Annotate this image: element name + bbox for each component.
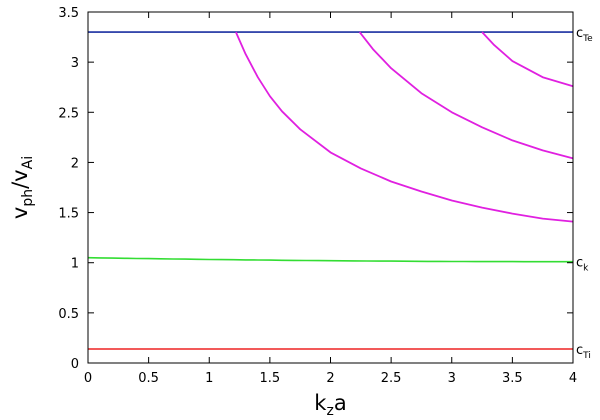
y-tick-label: 0	[71, 357, 79, 372]
reference-line-k	[87, 256, 573, 263]
y-axis-label: vph/vAi	[8, 156, 36, 219]
x-tick-label: 1	[205, 371, 213, 386]
dispersion-curve-2	[358, 31, 574, 160]
reference-label-main: c	[576, 343, 583, 358]
reference-label-ti: cTi	[576, 343, 591, 361]
reference-label-te: cTe	[576, 26, 593, 44]
axes	[87, 11, 574, 364]
dispersion-curve-1	[235, 31, 574, 223]
y-axis-label-slash: /v	[8, 169, 32, 189]
x-tick-label: 0.5	[138, 371, 159, 386]
y-tick-label: 3.5	[58, 6, 79, 21]
dispersion-curve-3	[481, 31, 574, 88]
x-tick-label: 1.5	[260, 371, 281, 386]
x-axis-label: kza	[314, 391, 346, 419]
x-axis-label-tail: a	[334, 391, 347, 415]
y-tick-label: 3	[71, 56, 79, 71]
x-axis-label-sub: z	[326, 403, 333, 419]
x-tick-label: 2.5	[381, 371, 402, 386]
reference-label-sub: k	[583, 264, 589, 274]
x-tick-label: 3	[448, 371, 456, 386]
y-tick-label: 2.5	[58, 106, 79, 121]
y-tick-label: 1.5	[58, 207, 79, 222]
x-axis-label-main: k	[314, 391, 327, 415]
y-axis-label-b-sub: Ai	[20, 156, 36, 169]
x-tick-label: 3.5	[502, 371, 523, 386]
reference-label-k: ck	[576, 256, 589, 274]
x-tick-label: 2	[326, 371, 334, 386]
reference-label-sub: Te	[582, 34, 593, 44]
x-tick-label: 0	[84, 371, 92, 386]
reference-label-main: c	[576, 256, 583, 271]
y-tick-label: 2	[71, 156, 79, 171]
y-axis-label-a: v	[8, 207, 32, 219]
plot-area	[87, 31, 574, 350]
plot-frame	[87, 11, 574, 364]
x-tick-label: 4	[569, 371, 577, 386]
reference-label-sub: Ti	[582, 351, 591, 361]
y-axis-label-a-sub: ph	[20, 189, 36, 207]
y-tick-label: 1	[71, 257, 79, 272]
y-tick-label: 0.5	[58, 307, 79, 322]
reference-label-main: c	[576, 26, 583, 41]
